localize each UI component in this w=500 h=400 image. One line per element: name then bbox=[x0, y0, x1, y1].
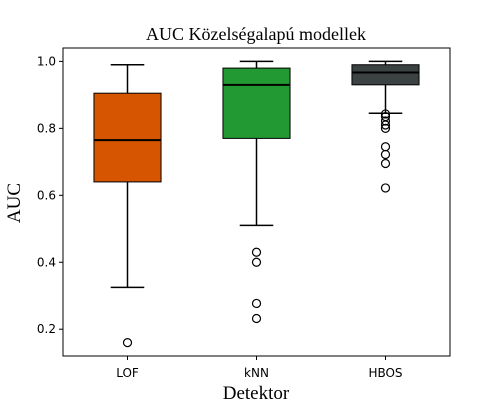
outlier-point bbox=[380, 149, 391, 160]
outlier-point bbox=[380, 123, 391, 133]
y-axis-label: AUC bbox=[4, 183, 25, 223]
outlier-point bbox=[380, 142, 391, 152]
outlier-point bbox=[251, 257, 262, 267]
outlier-point bbox=[380, 116, 391, 126]
outlier-point bbox=[251, 298, 262, 309]
outlier-point bbox=[122, 338, 133, 348]
plot-area: 0.2 0.4 0.6 0.8 1.0 LOF kNN HBOS bbox=[37, 47, 451, 380]
outlier-point bbox=[251, 247, 262, 257]
x-tick-label: kNN bbox=[244, 366, 269, 380]
outlier-point bbox=[380, 183, 391, 193]
chart-title: AUC Közelségalapú modellek bbox=[146, 24, 366, 44]
box-hbos bbox=[351, 64, 420, 86]
y-tick-label: 1.0 bbox=[37, 54, 56, 68]
outlier-point bbox=[251, 313, 262, 324]
x-tick-label: HBOS bbox=[368, 366, 402, 380]
y-tick-label: 0.2 bbox=[37, 322, 56, 336]
x-tick-label: LOF bbox=[116, 366, 139, 380]
y-tick-label: 0.4 bbox=[37, 255, 56, 269]
box-knn bbox=[222, 67, 291, 139]
outlier-point bbox=[380, 158, 391, 169]
y-tick-label: 0.6 bbox=[37, 188, 56, 202]
outlier-point bbox=[380, 109, 391, 119]
outlier-point bbox=[380, 120, 391, 130]
x-axis-label: Detektor bbox=[223, 383, 290, 400]
y-tick-label: 0.8 bbox=[37, 121, 56, 135]
box-lof bbox=[93, 92, 162, 183]
